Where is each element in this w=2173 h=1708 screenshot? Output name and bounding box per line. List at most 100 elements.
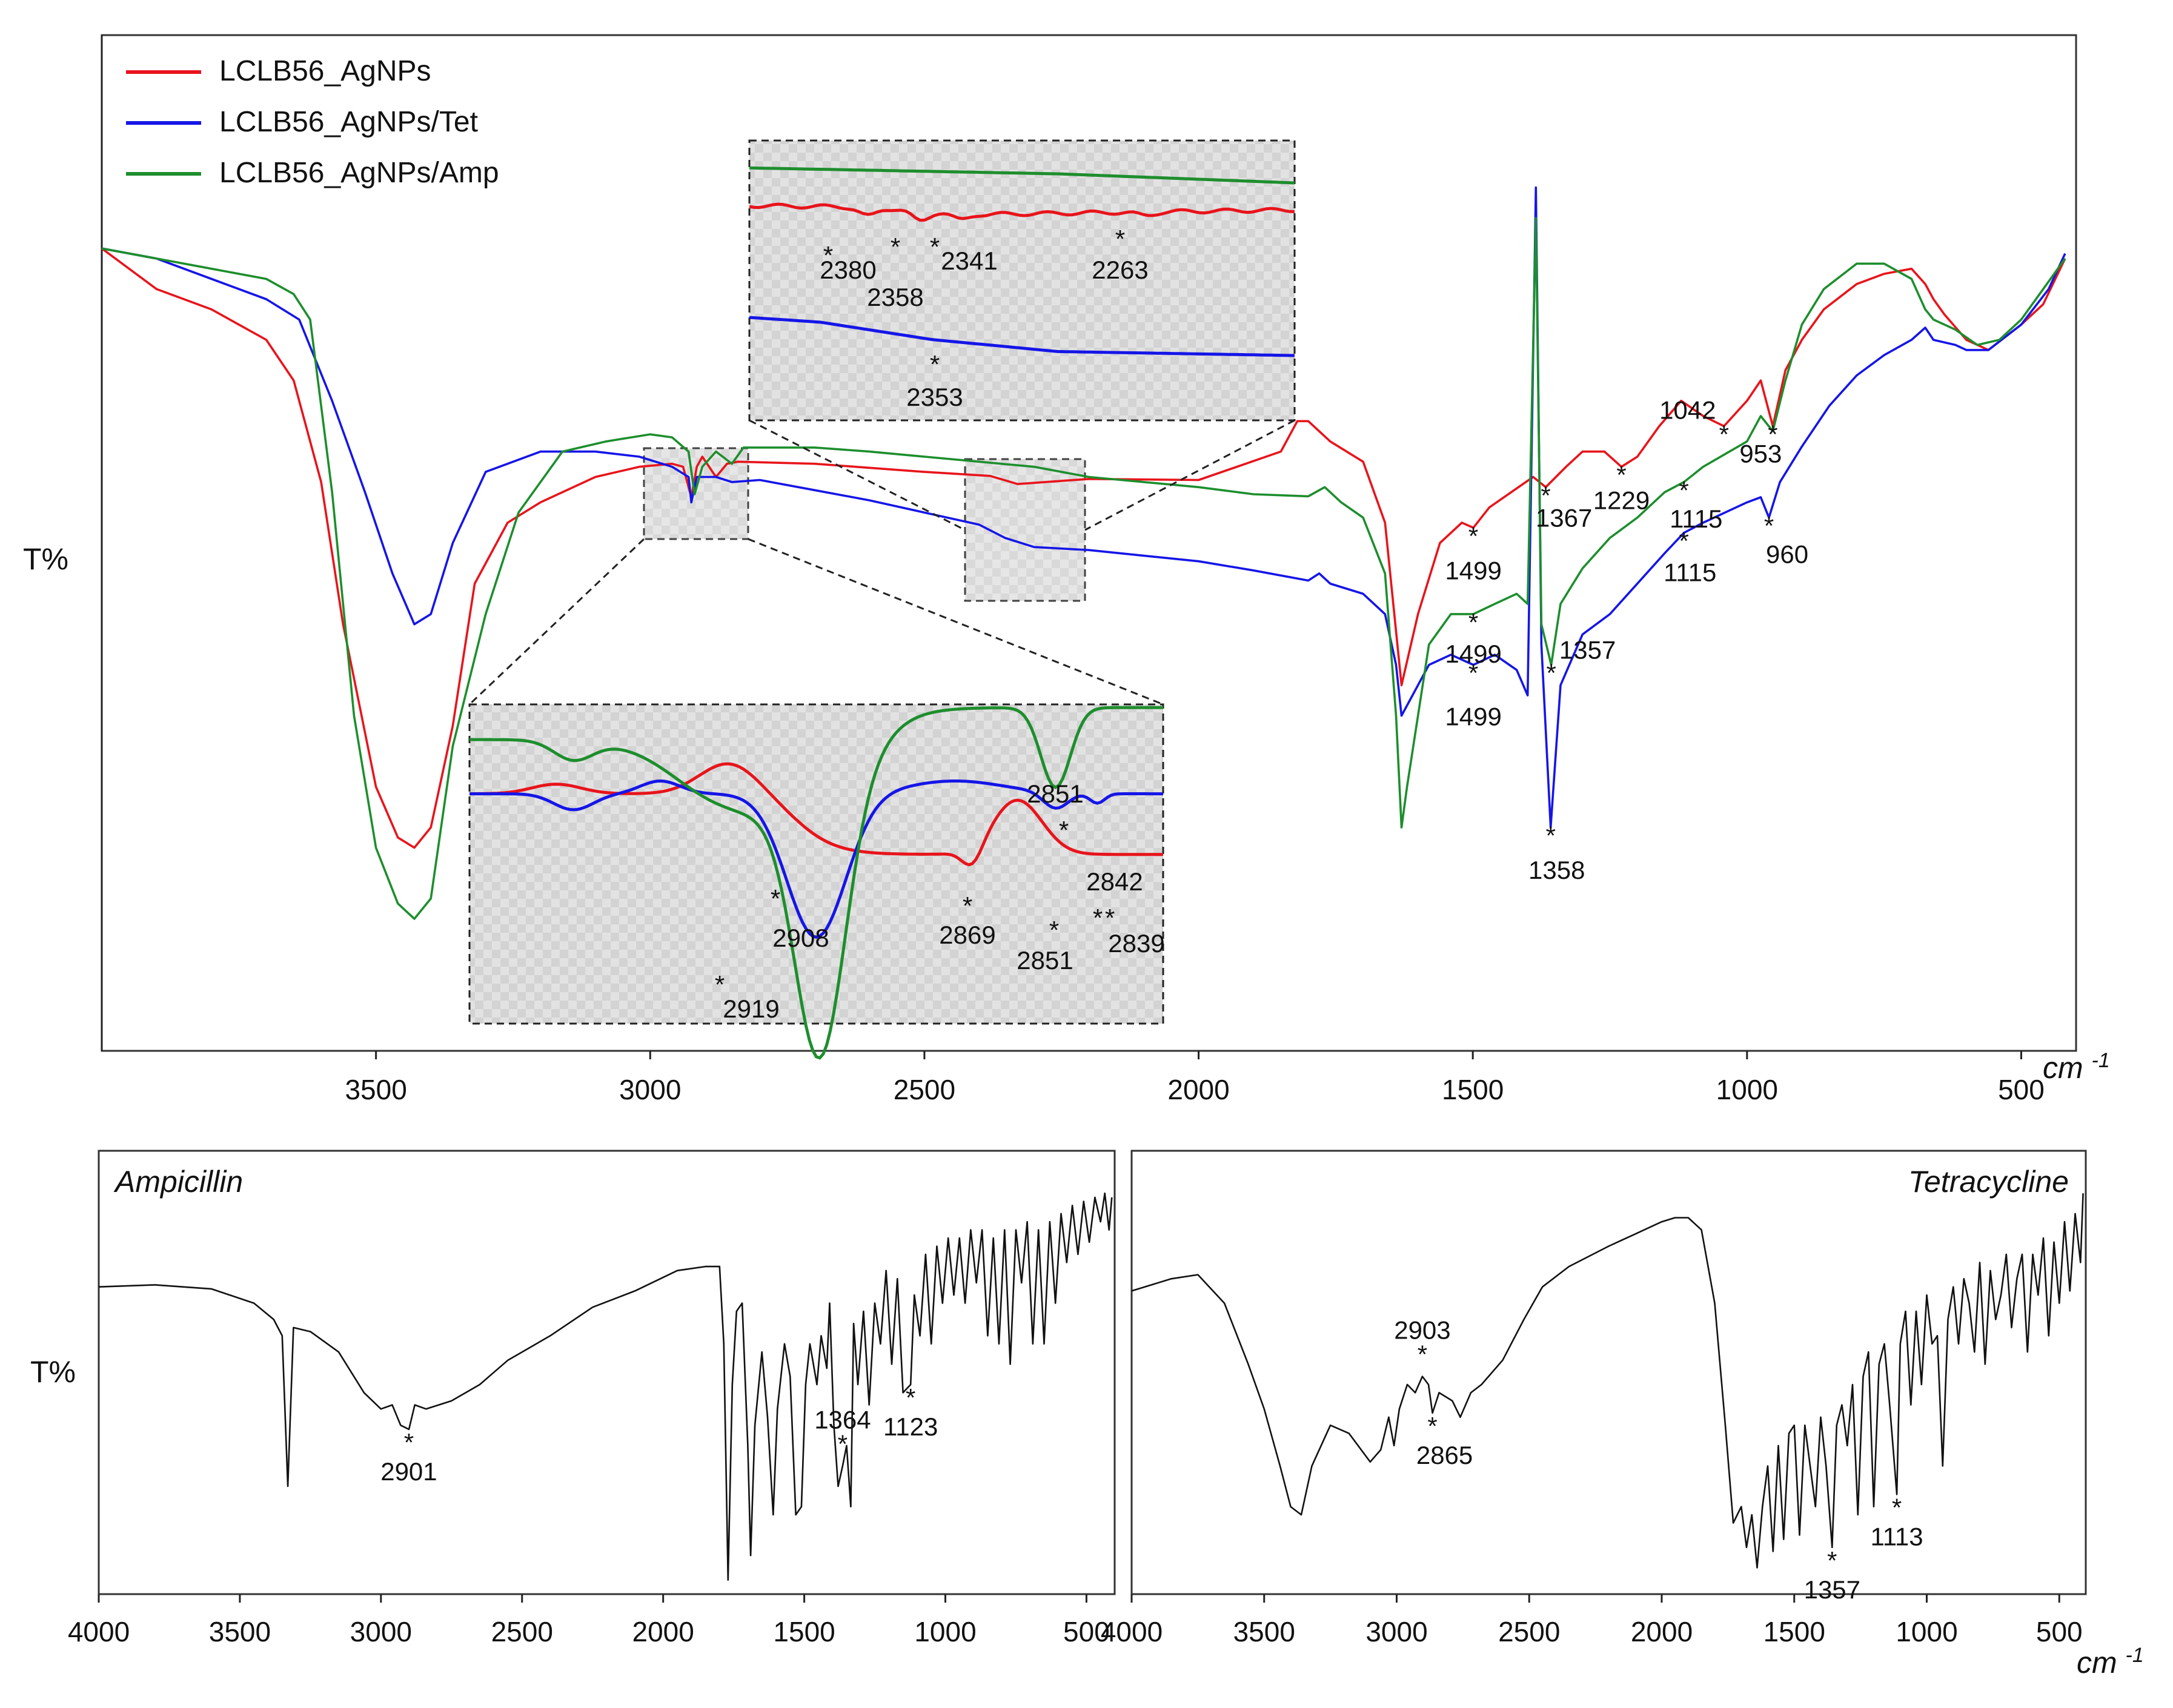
inset-panel-2900 xyxy=(468,703,1164,1025)
tetracycline-peak-label: 2903 xyxy=(1394,1316,1450,1345)
peak-label: 1367 xyxy=(1536,503,1592,532)
zoom-connector xyxy=(748,538,1164,706)
tetracycline-x-tick-label: 1500 xyxy=(1763,1616,1825,1647)
ampicillin-x-tick-label: 3000 xyxy=(350,1616,412,1647)
inset-peak-marker: * xyxy=(771,884,780,913)
inset-peak-label: 2380 xyxy=(820,256,876,284)
peak-marker: * xyxy=(1468,659,1478,687)
inset-peak-label: 2358 xyxy=(867,283,923,311)
peak-marker: * xyxy=(1546,659,1556,687)
inset-peak-marker: * xyxy=(930,233,940,261)
series-line-lclb56-agnps-amp xyxy=(101,217,2066,920)
tetracycline-x-tick-label: 1000 xyxy=(1896,1616,1957,1647)
peak-label: 1358 xyxy=(1528,856,1585,884)
ampicillin-x-tick-label: 1000 xyxy=(914,1616,976,1647)
peak-marker: * xyxy=(1468,521,1478,550)
peak-marker: * xyxy=(1546,821,1556,850)
peak-label: 1115 xyxy=(1670,505,1722,533)
inset-peak-marker: * xyxy=(823,241,833,270)
tetracycline-plot-frame xyxy=(1130,1150,2087,1595)
inset-peak-marker: * xyxy=(1059,816,1069,844)
tetracycline-peak-marker: * xyxy=(1418,1340,1427,1369)
main-x-tick-label: 2500 xyxy=(894,1074,955,1105)
ampicillin-x-tick-label: 4000 xyxy=(68,1616,130,1647)
tetracycline-peak-label: 2865 xyxy=(1416,1441,1473,1469)
inset-2900-series-line xyxy=(469,779,1163,939)
tetracycline-peak-marker: * xyxy=(1427,1412,1437,1440)
peak-label: 1042 xyxy=(1659,396,1716,425)
tetracycline-peak-label: 1113 xyxy=(1870,1522,1923,1551)
tetracycline-x-tick-label: 2500 xyxy=(1498,1616,1560,1647)
legend-item-label: LCLB56_AgNPs/Amp xyxy=(219,157,499,189)
tetracycline-peak-marker: * xyxy=(1892,1493,1902,1521)
tetracycline-x-tick-label: 500 xyxy=(2036,1616,2083,1647)
zoom-connector xyxy=(1084,419,1295,531)
legend-item-label: LCLB56_AgNPs xyxy=(219,55,431,87)
inset-peak-label: 2353 xyxy=(906,383,963,411)
ampicillin-x-tick-label: 3500 xyxy=(209,1616,271,1647)
peak-marker: * xyxy=(1719,420,1729,449)
main-x-tick-label: 1500 xyxy=(1442,1074,1504,1105)
ampicillin-plot-frame xyxy=(98,1150,1116,1595)
ampicillin-x-tick-label: 500 xyxy=(1063,1616,1110,1647)
main-x-tick-label: 3000 xyxy=(619,1074,681,1105)
inset-peak-marker: * xyxy=(891,233,900,261)
inset-peak-marker: * xyxy=(1093,904,1103,932)
ampicillin-y-axis-label: T% xyxy=(30,1355,76,1389)
inset-peak-marker: * xyxy=(1049,916,1059,944)
ampicillin-x-tick-label: 2000 xyxy=(632,1616,694,1647)
main-y-axis-label: T% xyxy=(23,542,68,576)
ampicillin-peak-marker: * xyxy=(404,1428,414,1457)
series-line-lclb56-agnps xyxy=(101,247,2066,849)
inset-2400-series-line xyxy=(749,202,1295,222)
ampicillin-peak-label: 2901 xyxy=(380,1457,437,1486)
tetracycline-x-tick-label: 3000 xyxy=(1365,1616,1427,1647)
peak-marker: * xyxy=(1468,608,1478,637)
peak-label: 960 xyxy=(1766,540,1808,569)
ampicillin-peak-label: 1364 xyxy=(814,1405,871,1434)
ampicillin-x-tick-label: 1500 xyxy=(773,1616,835,1647)
zoom-connector xyxy=(468,538,645,706)
tetracycline-x-tick-label: 4000 xyxy=(1101,1616,1163,1647)
peak-marker: * xyxy=(1541,481,1550,509)
peak-label: 1357 xyxy=(1559,636,1616,664)
main-x-tick-label: 3500 xyxy=(345,1074,406,1105)
ampicillin-x-tick-label: 2500 xyxy=(491,1616,553,1647)
inset-peak-label: 2842 xyxy=(1086,867,1143,896)
inset-peak-label: 2851 xyxy=(1017,946,1073,975)
tetracycline-peak-marker: * xyxy=(1827,1546,1837,1575)
tetracycline-x-axis-label: cm -1 xyxy=(2077,1644,2144,1680)
peak-label: 953 xyxy=(1739,440,1782,468)
tetracycline-x-tick-label: 3500 xyxy=(1233,1616,1295,1647)
inset-2900-series-line xyxy=(469,762,1163,867)
inset-peak-label: 2263 xyxy=(1092,256,1148,284)
inset-peak-label: 2839 xyxy=(1108,929,1164,958)
inset-peak-label: 2919 xyxy=(723,995,779,1023)
ampicillin-title: Ampicillin xyxy=(113,1165,243,1199)
inset-peak-label: 2341 xyxy=(941,247,997,275)
ampicillin-peak-marker: * xyxy=(838,1429,848,1458)
inset-peak-marker: * xyxy=(1105,904,1115,932)
ampicillin-peak-label: 1123 xyxy=(883,1412,938,1441)
main-x-tick-label: 500 xyxy=(1998,1074,2045,1105)
inset-panel-2400 xyxy=(748,139,1296,422)
legend-item-label: LCLB56_AgNPs/Tet xyxy=(219,106,478,138)
main-x-tick-label: 1000 xyxy=(1716,1074,1778,1105)
peak-marker: * xyxy=(1679,476,1689,505)
inset-2900-series-line xyxy=(469,706,1163,1060)
peak-marker: * xyxy=(1679,527,1689,555)
inset-peak-label: 2851 xyxy=(1027,780,1083,808)
main-x-axis-label: cm -1 xyxy=(2043,1049,2110,1085)
inset-peak-marker: * xyxy=(930,350,940,379)
tetracycline-title: Tetracycline xyxy=(1908,1165,2069,1199)
ampicillin-spectrum-line xyxy=(98,1192,1113,1581)
peak-label: 1499 xyxy=(1445,556,1501,584)
inset-peak-label: 2908 xyxy=(772,924,829,952)
peak-marker: * xyxy=(1616,461,1626,489)
inset-peak-marker: * xyxy=(715,970,725,999)
inset-2400-series-line xyxy=(749,316,1295,357)
tetracycline-x-tick-label: 2000 xyxy=(1631,1616,1693,1647)
main-x-tick-label: 2000 xyxy=(1167,1074,1229,1105)
